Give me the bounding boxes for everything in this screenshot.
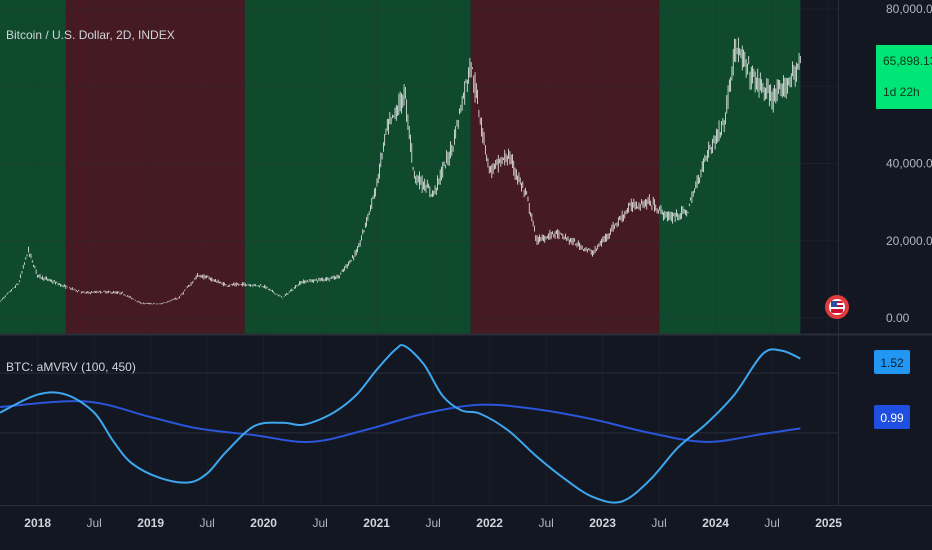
- price-tick-label: 20,000.00: [886, 234, 932, 248]
- us-flag-icon[interactable]: [825, 295, 849, 319]
- bar-countdown: 1d 22h: [883, 85, 920, 99]
- last-price-badge: 65,898.13 1d 22h: [876, 45, 932, 109]
- price-candles: [0, 37, 801, 305]
- time-tick-label: 2023: [589, 516, 616, 530]
- time-tick-label: 2021: [363, 516, 390, 530]
- amvrv-line: [0, 344, 801, 504]
- time-tick-label: Jul: [538, 516, 553, 530]
- zone-bull-0: [0, 0, 66, 334]
- amvrv-value-badge: 1.52: [874, 350, 910, 374]
- zone-bear-3: [470, 0, 660, 334]
- time-tick-label: Jul: [199, 516, 214, 530]
- time-tick-label: 2025: [815, 516, 842, 530]
- zone-bull-2: [244, 0, 471, 334]
- time-tick-label: Jul: [312, 516, 327, 530]
- amvrv-value: 1.52: [880, 356, 904, 370]
- main-legend[interactable]: Bitcoin / U.S. Dollar, 2D, INDEX: [6, 28, 175, 42]
- signal-value: 0.99: [880, 411, 904, 425]
- time-tick-label: 2022: [476, 516, 503, 530]
- indicator-lines: [0, 344, 801, 504]
- time-tick-label: 2018: [24, 516, 51, 530]
- price-tick-label: 40,000.00: [886, 157, 932, 171]
- time-tick-label: Jul: [86, 516, 101, 530]
- time-tick-label: 2024: [702, 516, 729, 530]
- grid-lines: [0, 372, 838, 434]
- indicator-legend[interactable]: BTC: aMVRV (100, 450): [6, 360, 136, 374]
- time-tick-label: 2020: [250, 516, 277, 530]
- zone-bull-4: [659, 0, 801, 334]
- time-tick-label: Jul: [764, 516, 779, 530]
- time-tick-label: Jul: [425, 516, 440, 530]
- last-price-value: 65,898.13: [883, 54, 932, 68]
- price-tick-label: 0.00: [886, 311, 910, 325]
- time-tick-label: Jul: [651, 516, 666, 530]
- zone-bear-1: [65, 0, 245, 334]
- signal-value-badge: 0.99: [874, 405, 910, 429]
- signal-zones: [0, 0, 801, 334]
- price-tick-label: 80,000.00: [886, 2, 932, 16]
- time-tick-label: 2019: [137, 516, 164, 530]
- time-scale[interactable]: 2018 Jul 2019 Jul 2020 Jul 2021 Jul 2022 Jul 2023 J…: [24, 516, 842, 530]
